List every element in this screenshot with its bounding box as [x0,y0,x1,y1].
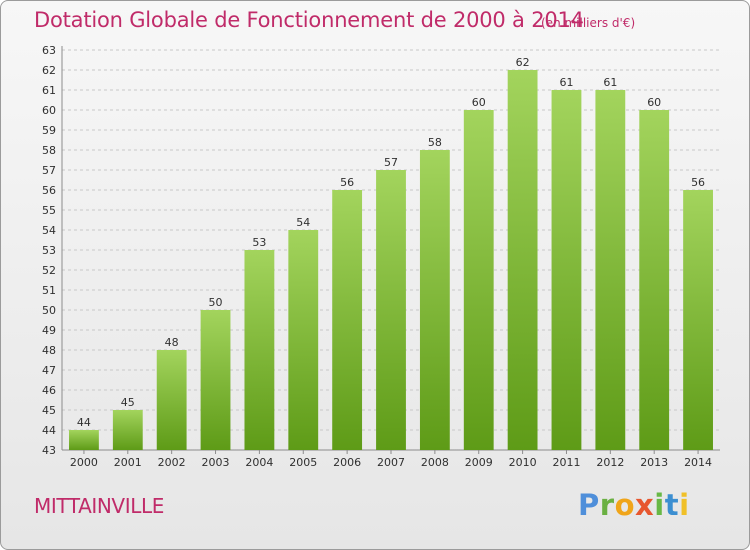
y-tick-label: 56 [42,184,56,197]
y-tick-label: 46 [42,384,56,397]
tick-labels: 43 44 45 46 47 48 49 50 51 52 53 54 55 56 57 58 59 60 61 62… [42,44,712,469]
chart-subtitle: (en milliers d'€) [541,16,636,30]
bar-2012[interactable] [595,90,626,450]
bar-2008[interactable] [419,150,450,450]
x-tick-label: 2009 [465,456,493,469]
x-tick-label: 2011 [552,456,580,469]
chart-title: Dotation Globale de Fonctionnement de 20… [34,8,584,32]
x-tick-label: 2005 [289,456,317,469]
y-tick-label: 61 [42,84,56,97]
logo-letter-x: x [635,488,655,522]
y-tick-label: 55 [42,204,56,217]
data-label-2001: 45 [121,396,135,409]
bar-2010[interactable] [507,70,538,450]
y-tick-label: 51 [42,284,56,297]
x-tick-label: 2007 [377,456,405,469]
logo-letter-p: P [578,488,600,522]
data-label-2003: 50 [209,296,223,309]
data-label-2010: 62 [516,56,530,69]
logo-letter-i-2: i [679,488,690,522]
y-tick-label: 53 [42,244,56,257]
y-tick-label: 63 [42,44,56,57]
bar-2011[interactable] [551,90,582,450]
data-label-2012: 61 [603,76,617,89]
y-tick-label: 54 [42,224,56,237]
data-label-2007: 57 [384,156,398,169]
bars [69,70,713,450]
logo-letter-i: i [654,488,665,522]
bar-2014[interactable] [683,190,713,450]
x-tick-label: 2008 [421,456,449,469]
x-tick-label: 2006 [333,456,361,469]
proxiti-logo[interactable]: Proxiti [578,488,690,522]
city-name: MITTAINVILLE [34,494,164,518]
logo-letter-o: o [614,488,636,522]
y-tick-label: 57 [42,164,56,177]
bar-2005[interactable] [288,230,319,450]
data-label-2004: 53 [252,236,266,249]
data-label-2002: 48 [165,336,179,349]
data-label-2005: 54 [296,216,310,229]
bar-2000[interactable] [69,430,99,450]
y-tick-label: 50 [42,304,56,317]
y-tick-label: 52 [42,264,56,277]
x-tick-label: 2001 [114,456,142,469]
x-tick-label: 2014 [684,456,712,469]
bar-2006[interactable] [332,190,363,450]
y-tick-label: 62 [42,64,56,77]
y-tick-label: 60 [42,104,56,117]
logo-letter-t: t [664,488,680,522]
bar-2009[interactable] [463,110,494,450]
y-tick-label: 43 [42,444,56,457]
bar-2007[interactable] [376,170,406,450]
y-tick-label: 47 [42,364,56,377]
x-tick-label: 2003 [202,456,230,469]
y-tick-label: 44 [42,424,56,437]
bar-2013[interactable] [639,110,670,450]
bar-2002[interactable] [156,350,187,450]
data-labels: 44 45 48 50 53 54 56 57 58 60 62 61 61 60 56 [77,56,705,429]
bar-2001[interactable] [112,410,143,450]
data-label-2014: 56 [691,176,705,189]
bar-2004[interactable] [244,250,275,450]
data-label-2008: 58 [428,136,442,149]
data-label-2006: 56 [340,176,354,189]
data-label-2013: 60 [647,96,661,109]
data-label-2011: 61 [559,76,573,89]
y-tick-label: 58 [42,144,56,157]
y-tick-label: 49 [42,324,56,337]
y-tick-label: 48 [42,344,56,357]
x-tick-label: 2013 [640,456,668,469]
logo-letter-r: r [599,488,615,522]
y-tick-label: 59 [42,124,56,137]
x-tick-label: 2000 [70,456,98,469]
y-tick-label: 45 [42,404,56,417]
x-tick-label: 2002 [158,456,186,469]
x-tick-label: 2012 [596,456,624,469]
data-label-2000: 44 [77,416,91,429]
data-label-2009: 60 [472,96,486,109]
bar-2003[interactable] [200,310,231,450]
x-tick-label: 2004 [245,456,273,469]
x-tick-label: 2010 [509,456,537,469]
